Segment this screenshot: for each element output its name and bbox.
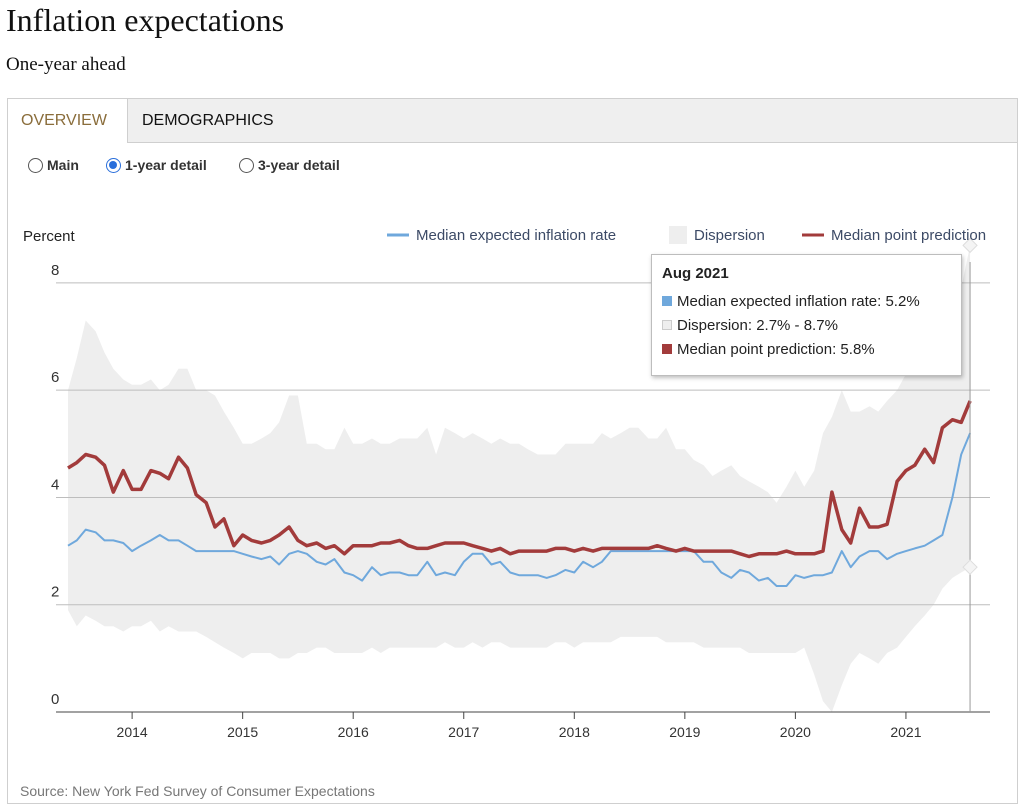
tooltip-swatch-point xyxy=(662,344,672,354)
tab-demographics[interactable]: DEMOGRAPHICS xyxy=(142,112,274,129)
series-point-prediction-line xyxy=(67,400,972,559)
tooltip-swatch-median xyxy=(662,296,672,306)
radio-main-label: Main xyxy=(47,157,79,173)
y-tick-label-6: 6 xyxy=(51,369,59,386)
x-tick-label-2016: 2016 xyxy=(338,724,369,740)
hover-marker-dispersion-low xyxy=(962,559,978,575)
page-subtitle: One-year ahead xyxy=(6,54,126,75)
tooltip-row-median: Median expected inflation rate: 5.2% xyxy=(662,289,951,313)
tooltip-row-point: Median point prediction: 5.8% xyxy=(662,337,951,361)
x-tick-label-2015: 2015 xyxy=(227,724,258,740)
tooltip-title: Aug 2021 xyxy=(662,265,729,282)
x-tick-label-2020: 2020 xyxy=(780,724,811,740)
legend-label-median-expected: Median expected inflation rate xyxy=(416,227,616,244)
y-tick-label-4: 4 xyxy=(51,476,59,493)
y-tick-label-0: 0 xyxy=(51,691,59,708)
dispersion-band xyxy=(68,245,971,712)
x-tick-label-2021: 2021 xyxy=(890,724,921,740)
x-tick-label-2014: 2014 xyxy=(117,724,148,740)
tab-overview[interactable]: OVERVIEW xyxy=(8,99,128,143)
radio-1-year-detail[interactable]: 1-year detail xyxy=(106,157,207,173)
y-tick-label-8: 8 xyxy=(51,262,59,279)
legend-label-point-prediction: Median point prediction xyxy=(831,227,986,244)
radio-3-year-label: 3-year detail xyxy=(258,157,340,173)
tooltip-text-dispersion: Dispersion: 2.7% - 8.7% xyxy=(677,316,838,334)
radio-main[interactable]: Main xyxy=(28,157,79,173)
radio-1-year-circle[interactable] xyxy=(106,157,121,173)
source-note: Source: New York Fed Survey of Consumer … xyxy=(20,783,375,799)
tooltip-text-point: Median point prediction: 5.8% xyxy=(677,340,875,358)
radio-1-year-label: 1-year detail xyxy=(125,157,207,173)
legend-swatch-dispersion xyxy=(669,226,687,244)
y-tick-label-2: 2 xyxy=(51,584,59,601)
y-axis-label: Percent xyxy=(23,228,76,245)
radio-3-year-circle[interactable] xyxy=(239,157,254,173)
x-tick-label-2019: 2019 xyxy=(669,724,700,740)
tooltip-row-dispersion: Dispersion: 2.7% - 8.7% xyxy=(662,313,951,337)
series-median-expected-line xyxy=(67,432,972,587)
page-title: Inflation expectations xyxy=(6,2,285,38)
radio-3-year-detail[interactable]: 3-year detail xyxy=(239,157,340,173)
x-tick-label-2017: 2017 xyxy=(448,724,479,740)
x-tick-label-2018: 2018 xyxy=(559,724,590,740)
tooltip-swatch-dispersion xyxy=(662,320,672,330)
tooltip-text-median: Median expected inflation rate: 5.2% xyxy=(677,292,920,310)
legend-label-dispersion: Dispersion xyxy=(694,227,765,244)
radio-main-circle[interactable] xyxy=(28,157,43,173)
tab-bar: OVERVIEW DEMOGRAPHICS xyxy=(8,99,1017,143)
hover-marker-dispersion-high xyxy=(962,237,978,254)
hover-tooltip: Aug 2021 Median expected inflation rate:… xyxy=(651,254,962,376)
